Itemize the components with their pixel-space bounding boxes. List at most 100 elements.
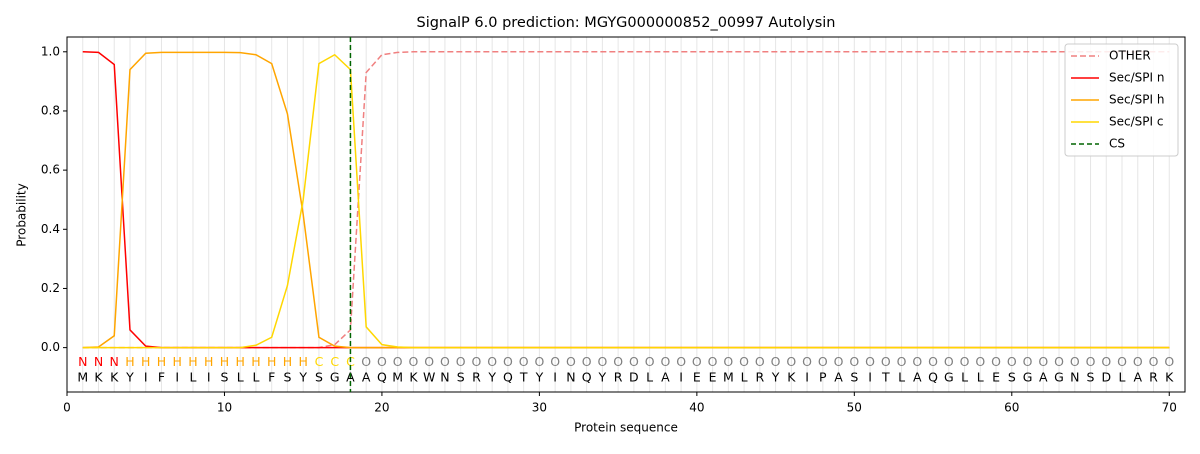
residue: I <box>679 369 683 384</box>
residue: G <box>330 369 340 384</box>
residue-label: O <box>440 354 450 369</box>
residue-label: O <box>975 354 985 369</box>
residue-label: O <box>786 354 796 369</box>
residue-label: O <box>834 354 844 369</box>
residue: Y <box>535 369 544 384</box>
residue: L <box>977 369 984 384</box>
residue-label: O <box>944 354 954 369</box>
residue-label: O <box>849 354 859 369</box>
x-tick-label: 20 <box>374 401 389 415</box>
residue-label: O <box>1164 354 1174 369</box>
residue: G <box>1023 369 1033 384</box>
residue-label: O <box>928 354 938 369</box>
residue: M <box>77 369 88 384</box>
residue: I <box>805 369 809 384</box>
residue: E <box>709 369 717 384</box>
residue-label: H <box>236 354 245 369</box>
residue: Q <box>503 369 513 384</box>
residue: K <box>787 369 796 384</box>
residue: M <box>723 369 734 384</box>
residue-label: O <box>1101 354 1111 369</box>
residue: R <box>472 369 481 384</box>
x-tick-label: 0 <box>63 401 71 415</box>
residue-label: O <box>1117 354 1127 369</box>
residue: I <box>175 369 179 384</box>
residue: S <box>1008 369 1016 384</box>
x-tick-label: 70 <box>1162 401 1177 415</box>
x-tick-label: 40 <box>689 401 704 415</box>
residue-label: H <box>267 354 276 369</box>
residue: F <box>268 369 275 384</box>
residue-label: O <box>519 354 529 369</box>
residue: D <box>629 369 639 384</box>
series-line <box>82 53 1170 349</box>
residue: R <box>1149 369 1158 384</box>
residue-label: O <box>629 354 639 369</box>
y-tick-label: 1.0 <box>41 44 60 58</box>
residue: A <box>834 369 843 384</box>
residue: L <box>898 369 905 384</box>
y-tick-label: 0.4 <box>41 222 60 236</box>
residue-label: O <box>645 354 655 369</box>
residue-label: O <box>613 354 623 369</box>
x-tick-label: 10 <box>217 401 232 415</box>
residue: R <box>614 369 623 384</box>
residue-label: O <box>1007 354 1017 369</box>
residue: L <box>189 369 196 384</box>
residue: I <box>553 369 557 384</box>
residue-label: O <box>1054 354 1064 369</box>
residue-label: O <box>881 354 891 369</box>
residue: L <box>237 369 244 384</box>
residue-label: O <box>424 354 434 369</box>
residue: M <box>392 369 403 384</box>
residue: L <box>1119 369 1126 384</box>
residue-label: O <box>723 354 733 369</box>
legend-label: CS <box>1109 137 1125 151</box>
residue: F <box>158 369 165 384</box>
residue: Q <box>928 369 938 384</box>
y-tick-label: 0.0 <box>41 340 60 354</box>
residue-label: C <box>315 354 324 369</box>
residue: L <box>646 369 653 384</box>
residue: G <box>1054 369 1064 384</box>
residue-label: O <box>361 354 371 369</box>
residue: E <box>693 369 701 384</box>
residue: W <box>423 369 435 384</box>
x-tick-label: 50 <box>847 401 862 415</box>
residue: Y <box>298 369 307 384</box>
residue-label: O <box>409 354 419 369</box>
legend-label: Sec/SPI h <box>1109 93 1164 107</box>
residue: I <box>144 369 148 384</box>
residue: A <box>1133 369 1142 384</box>
residue-label: O <box>865 354 875 369</box>
residue: K <box>409 369 418 384</box>
residue-label: O <box>660 354 670 369</box>
residue-label: H <box>188 354 197 369</box>
x-tick-label: 30 <box>532 401 547 415</box>
residue: S <box>315 369 323 384</box>
residue-label: H <box>141 354 150 369</box>
residue-label: O <box>597 354 607 369</box>
residue-label: O <box>1038 354 1048 369</box>
residue: A <box>1039 369 1048 384</box>
residue: T <box>881 369 890 384</box>
legend-label: Sec/SPI c <box>1109 115 1163 129</box>
residue: S <box>850 369 858 384</box>
residue-label: O <box>1133 354 1143 369</box>
residue-label: N <box>110 354 119 369</box>
y-axis-label: Probability <box>15 183 29 246</box>
residue-label: O <box>456 354 466 369</box>
legend-label: Sec/SPI n <box>1109 71 1164 85</box>
residue-label: O <box>991 354 1001 369</box>
residue-label: O <box>1023 354 1033 369</box>
residue-label: O <box>393 354 403 369</box>
residue: L <box>961 369 968 384</box>
residue-label: O <box>692 354 702 369</box>
residue-label: O <box>739 354 749 369</box>
residue-label: O <box>471 354 481 369</box>
residue: Q <box>377 369 387 384</box>
residue: S <box>457 369 465 384</box>
residue-label: O <box>818 354 828 369</box>
residue: N <box>440 369 449 384</box>
